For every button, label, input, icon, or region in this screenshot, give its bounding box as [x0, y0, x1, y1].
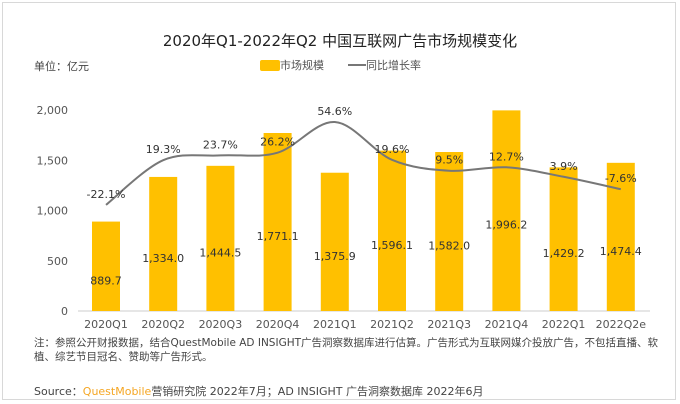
bar-value-label: 1,334.0	[142, 252, 184, 265]
legend-bar-label: 市场规模	[280, 59, 324, 72]
bar	[435, 152, 464, 311]
bar-value-label: 1,429.2	[543, 247, 585, 260]
bar-value-label: 889.7	[90, 274, 122, 287]
source-rest: 营销研究院 2022年7月；AD INSIGHT 广告洞察数据库 2022年6月	[151, 385, 484, 398]
source-brand: QuestMobile	[82, 385, 152, 398]
legend-line-label: 同比增长率	[366, 59, 421, 72]
bar	[320, 172, 349, 311]
growth-label: 26.2%	[260, 136, 295, 149]
chart-title: 2020年Q1-2022年Q2 中国互联网广告市场规模变化	[162, 32, 518, 50]
bar	[263, 133, 292, 311]
legend: 市场规模 同比增长率	[260, 57, 421, 73]
x-tick-label: 2022Q2e	[596, 318, 647, 331]
bar-value-label: 1,444.5	[199, 246, 241, 259]
x-tick-label: 2021Q4	[485, 318, 529, 331]
x-tick-label: 2021Q1	[313, 318, 357, 331]
y-tick-label: 0	[61, 305, 68, 318]
x-tick-label: 2021Q2	[370, 318, 414, 331]
bar	[206, 165, 235, 311]
growth-label: 9.5%	[435, 154, 463, 167]
legend-line-swatch	[348, 64, 366, 66]
notes: 注：参照公开财报数据，结合QuestMobile AD INSIGHT广告洞察数…	[34, 337, 659, 363]
growth-label: -22.1%	[87, 188, 126, 201]
bar	[549, 167, 578, 311]
y-tick-label: 2,000	[37, 104, 69, 117]
bar	[378, 150, 406, 311]
y-tick-label: 500	[47, 255, 68, 268]
x-tick-label: 2020Q3	[199, 318, 243, 331]
source-prefix: Source：	[34, 385, 83, 398]
bar-value-label: 1,474.4	[600, 245, 642, 258]
y-tick-label: 1,500	[37, 154, 69, 167]
bar-value-label: 1,996.2	[485, 219, 527, 232]
growth-label: 19.3%	[146, 143, 181, 156]
x-tick-label: 2020Q4	[256, 318, 300, 331]
growth-label: 3.9%	[550, 160, 578, 173]
growth-label: 54.6%	[317, 105, 352, 118]
growth-label: 12.7%	[489, 150, 524, 163]
bar-value-label: 1,375.9	[314, 250, 356, 263]
x-tick-label: 2020Q2	[141, 318, 185, 331]
x-tick-label: 2022Q1	[542, 318, 586, 331]
bar	[149, 176, 178, 311]
growth-label: -7.6%	[605, 172, 637, 185]
bar-value-label: 1,582.0	[428, 240, 470, 253]
growth-label: 23.7%	[203, 138, 238, 151]
y-tick-label: 1,000	[37, 205, 69, 218]
bar	[92, 221, 120, 311]
frame	[2, 2, 676, 400]
growth-label: 19.6%	[375, 143, 410, 156]
bar	[492, 110, 521, 311]
source: Source：QuestMobile营销研究院 2022年7月；AD INSIG…	[34, 385, 484, 398]
legend-bar-swatch	[260, 59, 280, 71]
unit-label: 单位：亿元	[34, 60, 89, 73]
growth-line	[105, 121, 622, 206]
x-tick-label: 2020Q1	[84, 318, 128, 331]
bar-value-label: 1,596.1	[371, 239, 413, 252]
x-tick-label: 2021Q3	[427, 318, 471, 331]
bar-value-label: 1,771.1	[257, 230, 299, 243]
